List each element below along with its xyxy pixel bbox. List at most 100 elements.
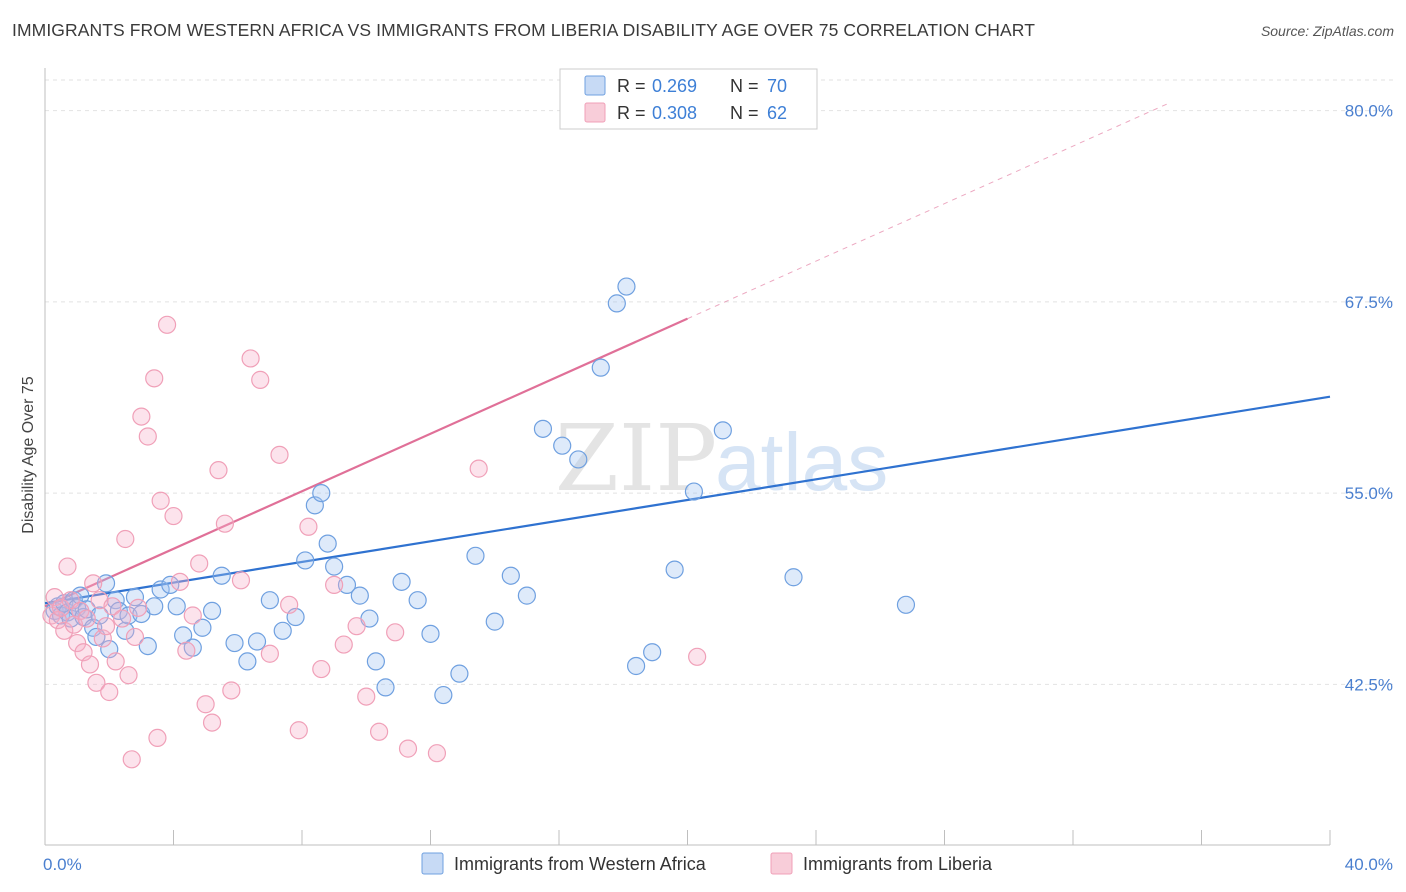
- point-liberia: [129, 598, 148, 617]
- trend-extension-liberia: [687, 102, 1170, 320]
- point-western-africa: [517, 586, 536, 605]
- point-western-africa: [174, 626, 193, 645]
- point-liberia: [177, 641, 196, 660]
- point-liberia: [251, 370, 270, 389]
- point-liberia: [299, 517, 318, 536]
- point-western-africa: [296, 551, 315, 570]
- axes: [44, 68, 1331, 846]
- point-liberia: [42, 606, 61, 625]
- legend-r-value-1: 0.269: [652, 76, 697, 96]
- point-liberia: [55, 621, 74, 640]
- tick-labels: 42.5% 55.0% 67.5% 80.0% 0.0% 40.0%: [43, 102, 1393, 874]
- point-western-africa: [684, 482, 704, 501]
- point-liberia: [170, 572, 190, 591]
- point-liberia: [386, 623, 405, 642]
- point-western-africa: [167, 597, 186, 616]
- point-western-africa: [202, 601, 222, 621]
- point-liberia: [100, 682, 119, 702]
- point-liberia: [84, 574, 103, 593]
- point-liberia: [183, 606, 202, 625]
- point-liberia: [347, 617, 366, 636]
- series-legend: Immigrants from Western Africa Immigrant…: [421, 852, 993, 875]
- point-western-africa: [376, 678, 395, 697]
- watermark-zip: ZIP: [555, 405, 717, 512]
- point-liberia: [122, 750, 141, 769]
- trend-line-liberia: [44, 317, 688, 608]
- point-western-africa: [501, 566, 520, 585]
- bottom-legend-western-africa: Immigrants from Western Africa: [454, 854, 707, 874]
- legend-n-value-2: 62: [767, 103, 787, 123]
- point-western-africa: [138, 636, 157, 656]
- point-liberia: [151, 491, 170, 510]
- point-liberia: [241, 349, 260, 368]
- point-liberia: [260, 644, 279, 663]
- point-liberia: [77, 609, 96, 628]
- point-western-africa: [325, 557, 344, 576]
- point-western-africa: [225, 633, 244, 653]
- point-liberia: [103, 597, 122, 616]
- point-western-africa: [366, 652, 385, 671]
- legend-swatch-liberia: [584, 102, 606, 123]
- y-tick-label: 67.5%: [1345, 293, 1393, 312]
- y-tick-label: 55.0%: [1345, 484, 1393, 503]
- point-western-africa: [337, 575, 357, 595]
- point-liberia: [289, 721, 308, 740]
- point-western-africa: [273, 621, 292, 640]
- point-western-africa: [626, 656, 646, 676]
- data-points: [42, 277, 916, 769]
- legend-r-label-2: R =: [617, 103, 646, 123]
- point-liberia: [209, 461, 228, 480]
- watermark-atlas: atlas: [715, 417, 888, 508]
- trend-lines: [44, 102, 1331, 608]
- point-western-africa: [145, 597, 164, 616]
- point-liberia: [231, 571, 251, 590]
- point-western-africa: [466, 546, 485, 565]
- point-liberia: [112, 609, 132, 628]
- point-liberia: [370, 722, 389, 741]
- point-liberia: [312, 659, 331, 679]
- point-liberia: [427, 744, 447, 763]
- point-liberia: [125, 627, 145, 647]
- point-western-africa: [713, 421, 732, 440]
- x-tick-label: 40.0%: [1345, 855, 1393, 874]
- point-western-africa: [151, 580, 170, 599]
- point-liberia: [116, 529, 135, 549]
- point-liberia: [334, 635, 353, 654]
- point-western-africa: [421, 624, 440, 643]
- point-liberia: [132, 407, 151, 426]
- point-western-africa: [96, 574, 116, 593]
- point-liberia: [398, 739, 418, 758]
- point-liberia: [280, 595, 299, 614]
- point-liberia: [270, 445, 289, 464]
- point-liberia: [215, 514, 234, 533]
- point-liberia: [164, 506, 183, 526]
- point-liberia: [106, 652, 125, 671]
- y-tick-label: 42.5%: [1345, 675, 1393, 694]
- point-western-africa: [350, 586, 369, 605]
- source-credit: Source: ZipAtlas.com: [1260, 23, 1394, 39]
- point-western-africa: [408, 591, 427, 610]
- bottom-legend-swatch-liberia: [770, 852, 793, 875]
- point-liberia: [469, 459, 488, 478]
- point-western-africa: [784, 568, 803, 587]
- y-tick-label: 80.0%: [1345, 102, 1393, 121]
- point-liberia: [145, 369, 164, 388]
- point-western-africa: [569, 450, 588, 469]
- legend-r-label-1: R =: [617, 76, 646, 96]
- point-western-africa: [125, 588, 145, 607]
- point-western-africa: [260, 591, 279, 610]
- point-western-africa: [434, 685, 453, 705]
- point-western-africa: [896, 595, 916, 614]
- point-liberia: [87, 673, 106, 692]
- point-liberia: [96, 617, 116, 636]
- point-liberia: [68, 633, 87, 653]
- point-western-africa: [665, 560, 684, 579]
- bottom-legend-swatch-western-africa: [421, 852, 444, 875]
- point-liberia: [190, 554, 209, 573]
- point-western-africa: [485, 612, 504, 631]
- point-western-africa: [392, 572, 411, 591]
- point-western-africa: [212, 566, 231, 585]
- stats-legend: R = 0.269 N = 70 R = 0.308 N = 62: [559, 68, 818, 130]
- gridlines: [45, 79, 1395, 685]
